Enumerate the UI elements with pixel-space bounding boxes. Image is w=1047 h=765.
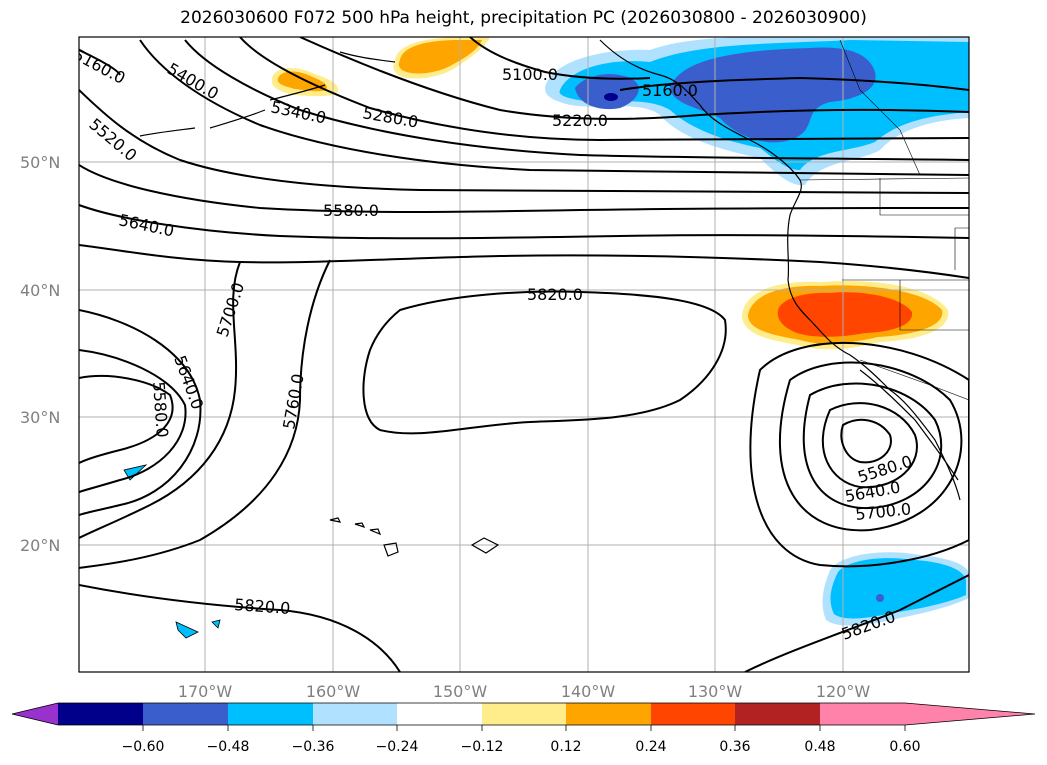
hawaii-islands [329, 517, 399, 557]
contour-5580-west-loop [79, 309, 202, 516]
map-title: 2026030600 F072 500 hPa height, precipit… [180, 8, 867, 28]
map-frame [78, 36, 970, 673]
contour-5820-south [79, 584, 401, 672]
contour-5280 [239, 37, 969, 142]
map-plot: 5160.0 5400.0 5340.0 5280.0 5100.0 5220.… [79, 37, 969, 672]
precip-anomaly-negative-pacific-c [211, 619, 221, 629]
label-5820-center: 5820.0 [527, 285, 583, 304]
colorbar-segment [397, 703, 482, 725]
contour-5100 [469, 37, 651, 80]
precip-anomaly-negative-southeast-strong [876, 594, 884, 602]
contour-5400 [139, 39, 969, 176]
lat-label: 30°N [20, 408, 60, 427]
colorbar-tick-label: −0.24 [376, 739, 419, 755]
colorbar-extend-right [905, 703, 1035, 725]
colorbar: −0.60 −0.48 −0.36 −0.24 −0.12 0.12 0.24 … [11, 702, 1036, 755]
colorbar-tick-label: −0.36 [292, 739, 335, 755]
contour-5700-west-arc [79, 261, 241, 539]
precip-anomaly-negative-southeast-core [830, 558, 966, 619]
longitude-axis: 170°W 160°W 150°W 140°W 130°W 120°W [178, 682, 871, 701]
lon-label: 160°W [306, 682, 361, 701]
label-5220: 5220.0 [552, 111, 608, 130]
lon-label: 170°W [178, 682, 233, 701]
lon-label: 120°W [816, 682, 871, 701]
contour-5700-north [79, 244, 969, 279]
precipitation-fill [123, 37, 969, 639]
lon-label: 150°W [433, 682, 488, 701]
north-america-coast [599, 39, 961, 501]
precip-anomaly-positive-aleutian-core [277, 71, 327, 92]
contour-low-ring-2 [821, 402, 918, 489]
small-island [470, 537, 500, 554]
colorbar-segment [228, 703, 313, 725]
colorbar-segment [143, 703, 228, 725]
precip-anomaly-positive-california-strong [777, 292, 913, 337]
contour-5640-north [79, 204, 969, 240]
colorbar-segment [735, 703, 820, 725]
contour-5700-west-loop [79, 375, 174, 464]
contour-5820-southeast [744, 574, 969, 672]
contour-5160-east [619, 76, 969, 91]
height-contours [79, 37, 969, 672]
contour-low-ring-4 [779, 361, 963, 532]
colorbar-tick-label: 0.24 [635, 739, 666, 755]
contour-5760 [79, 259, 331, 569]
contour-5520 [79, 89, 969, 194]
lon-label: 130°W [688, 682, 743, 701]
map-gridlines [79, 37, 969, 672]
contour-5640-west-loop [79, 349, 187, 493]
alaska-coast [139, 51, 396, 137]
precip-anomaly-negative-pacific-b [175, 621, 199, 639]
precip-anomaly-negative-northeast-strong [575, 47, 876, 143]
latitude-axis: 50°N 40°N 30°N 20°N [20, 153, 60, 555]
baja-california-coast [859, 369, 959, 481]
coastlines [139, 39, 961, 557]
colorbar-segment [820, 703, 905, 725]
lat-label: 40°N [20, 281, 60, 300]
contour-5580-north [79, 164, 969, 213]
label-5580-west: 5580.0 [149, 381, 172, 438]
contour-5220 [299, 37, 969, 120]
label-5820-south: 5820.0 [234, 595, 291, 618]
colorbar-segment [566, 703, 651, 725]
lat-label: 20°N [20, 536, 60, 555]
colorbar-segment [482, 703, 566, 725]
colorbar-tick-label: 0.48 [804, 739, 835, 755]
colorbar-tick-label: 0.60 [889, 739, 920, 755]
contour-low-ring-1 [840, 418, 892, 464]
colorbar-tick-label: 0.12 [550, 739, 581, 755]
lat-label: 50°N [20, 153, 60, 172]
label-5160-east: 5160.0 [642, 81, 698, 100]
colorbar-extend-left [12, 703, 58, 725]
colorbar-tick-label: −0.12 [461, 739, 504, 755]
colorbar-segment [58, 703, 143, 725]
precip-anomaly-negative-northeast-dark [604, 93, 618, 101]
colorbar-segment [313, 703, 397, 725]
label-5100: 5100.0 [502, 65, 558, 84]
colorbar-segment [651, 703, 735, 725]
contour-5820-center [362, 290, 727, 435]
contour-low-ring-3 [802, 382, 943, 510]
colorbar-tick-label: −0.60 [122, 739, 165, 755]
colorbar-tick-label: −0.48 [207, 739, 250, 755]
colorbar-tick-label: 0.36 [719, 739, 750, 755]
lon-label: 140°W [561, 682, 616, 701]
label-5580-north: 5580.0 [323, 201, 379, 220]
contour-low-ring-5 [749, 341, 969, 568]
contour-5160-west [79, 49, 121, 76]
precip-anomaly-positive-north-core [398, 40, 482, 74]
contour-5340 [184, 39, 969, 161]
